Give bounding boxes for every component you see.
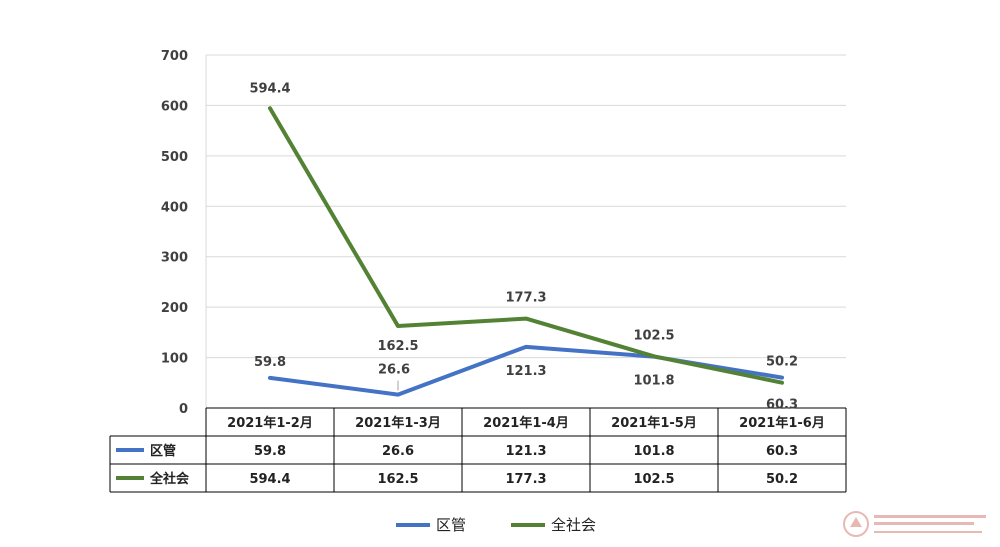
x-category-label: 2021年1-3月 [355,415,441,431]
government-seal-watermark [843,511,986,537]
table-value-cell: 177.3 [505,472,546,487]
table-value-cell: 594.4 [249,472,290,487]
legend-label: 区管 [436,516,466,534]
data-label: 26.6 [378,363,410,378]
y-tick-label: 600 [161,99,188,114]
series-line [268,106,784,385]
table-value-cell: 60.3 [766,444,798,459]
y-tick-label: 200 [161,301,188,316]
x-category-label: 2021年1-4月 [483,415,569,431]
data-label: 594.4 [249,81,290,96]
table-value-cell: 50.2 [766,472,798,487]
y-tick-label: 400 [161,200,188,215]
data-label: 162.5 [377,339,418,354]
seal-icon [843,511,869,537]
table-value-cell: 26.6 [382,444,414,459]
series-lines [268,106,784,397]
table-value-cell: 59.8 [254,444,286,459]
y-axis-ticks: 0 100 200 300 400 500 600 700 [161,49,188,417]
y-tick-label: 700 [161,49,188,64]
table-series-name: 区管 [150,443,176,459]
seal-emblem-icon [850,517,862,527]
x-category-label: 2021年1-5月 [611,415,697,431]
table-value-cell: 162.5 [377,472,418,487]
gridlines [205,54,846,408]
data-label: 121.3 [505,364,546,379]
data-label: 60.3 [766,398,798,413]
table-value-cell: 121.3 [505,444,546,459]
table-series-name: 全社会 [149,471,190,487]
table-value-cell: 102.5 [633,472,674,487]
data-label: 102.5 [633,328,674,343]
x-category-label: 2021年1-2月 [227,415,313,431]
data-labels: 59.8 26.6 121.3 101.8 50.2 594.4 162.5 177.3 102… [249,81,798,412]
legend-label: 全社会 [551,516,596,534]
legend: 区管 全社会 [396,516,596,534]
data-label: 177.3 [505,291,546,306]
data-table: 2021年1-2月 2021年1-3月 2021年1-4月 2021年1-5月 2021… [109,407,847,493]
y-tick-label: 0 [179,402,188,417]
data-label: 59.8 [254,355,286,370]
data-label: 50.2 [766,355,798,370]
y-tick-label: 500 [161,150,188,165]
y-tick-label: 300 [161,251,188,266]
x-category-label: 2021年1-6月 [739,415,825,431]
table-value-cell: 101.8 [633,444,674,459]
data-label: 101.8 [633,374,674,389]
y-tick-label: 100 [161,352,188,367]
